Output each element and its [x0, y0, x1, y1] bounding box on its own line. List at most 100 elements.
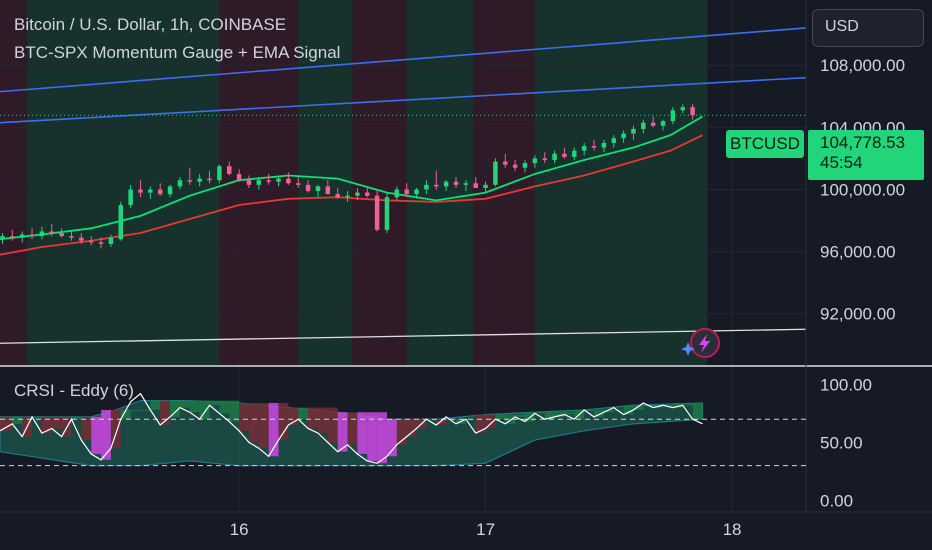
- price-tick-label-4: 92,000.00: [820, 305, 896, 324]
- crsi-strip-33: [327, 407, 338, 443]
- crsi-strip-14: [140, 409, 151, 411]
- candle-body-60: [591, 146, 597, 148]
- candle-body-20: [197, 178, 202, 182]
- candle-body-55: [542, 158, 547, 160]
- crsi-strip-21: [209, 400, 220, 406]
- candle-body-8: [79, 237, 84, 241]
- currency-button[interactable]: USD: [812, 9, 924, 47]
- price-tick-label-3: 96,000.00: [820, 243, 896, 262]
- candle-body-40: [394, 189, 400, 198]
- candle-body-38: [374, 195, 380, 230]
- crsi-strip-8: [81, 416, 92, 441]
- candle-body-3: [29, 234, 35, 237]
- candle-body-42: [414, 189, 419, 195]
- candle-body-34: [335, 194, 340, 198]
- crsi-strip-67: [663, 405, 673, 407]
- crsi-title[interactable]: CRSI - Eddy (6): [14, 381, 134, 400]
- crsi-strip-18: [179, 400, 190, 408]
- channel-upper-line: [0, 27, 807, 93]
- candle-body-65: [641, 122, 646, 129]
- candle-body-64: [631, 128, 636, 134]
- candle-body-39: [384, 197, 390, 230]
- crsi-strip-61: [603, 409, 614, 413]
- crsi-strip-3: [32, 416, 42, 418]
- candle-body-25: [246, 180, 252, 185]
- candle-body-33: [325, 186, 331, 195]
- crsi-strip-31: [308, 407, 318, 429]
- candle-body-62: [611, 138, 616, 143]
- crsi-tick-label-2: 0.00: [820, 491, 853, 510]
- ema-fast-line: [0, 115, 703, 241]
- candle-body-15: [148, 189, 153, 193]
- crsi-strip-39: [386, 419, 397, 457]
- signal-band-5: [406, 0, 474, 365]
- candle-body-13: [128, 189, 133, 206]
- indicator-title[interactable]: BTC-SPX Momentum Gauge + EMA Signal: [14, 43, 341, 62]
- candle-body-35: [345, 195, 350, 198]
- candle-body-54: [532, 158, 538, 164]
- crsi-strip-63: [623, 405, 634, 415]
- candle-body-43: [424, 184, 429, 190]
- candle-body-14: [138, 189, 143, 193]
- crsi-strip-50: [495, 414, 506, 420]
- crsi-strip-7: [71, 416, 82, 420]
- crsi-strip-20: [199, 400, 210, 420]
- symbol-title[interactable]: Bitcoin / U.S. Dollar, 1h, COINBASE: [14, 15, 287, 34]
- crsi-strip-9: [91, 416, 102, 454]
- currency-label: USD: [825, 18, 859, 35]
- crsi-strip-27: [268, 402, 279, 457]
- crsi-strip-44: [436, 419, 447, 425]
- time-tick-label-1: 17: [476, 520, 495, 539]
- candle-body-18: [177, 180, 183, 187]
- candle-body-30: [295, 183, 301, 185]
- candle-body-56: [552, 153, 557, 160]
- candle-body-47: [463, 183, 469, 185]
- signal-band-3: [298, 0, 353, 365]
- candle-body-51: [503, 161, 508, 165]
- candle-body-12: [118, 205, 124, 240]
- crsi-strip-52: [515, 414, 526, 417]
- crsi-strip-43: [426, 419, 437, 421]
- crsi-strip-56: [554, 412, 565, 417]
- candle-body-22: [217, 166, 222, 181]
- candle-body-52: [512, 164, 518, 168]
- last-price-value: 104,778.53: [820, 133, 906, 152]
- crsi-strip-16: [160, 400, 171, 425]
- symbol-badge: BTCUSD: [726, 130, 804, 158]
- candle-body-4: [39, 231, 45, 237]
- candle-body-1: [10, 236, 15, 238]
- candle-body-67: [660, 121, 666, 126]
- candle-body-36: [355, 192, 360, 196]
- candle-body-49: [483, 184, 488, 188]
- candle-body-23: [226, 166, 232, 174]
- candle-body-53: [522, 163, 528, 168]
- candle-body-57: [562, 153, 567, 157]
- support-line: [0, 328, 807, 344]
- crsi-strip-15: [150, 400, 161, 410]
- crsi-strip-40: [396, 419, 407, 445]
- crsi-line: [0, 392, 703, 464]
- crsi-strip-0: [0, 416, 13, 431]
- crsi-strip-26: [258, 402, 269, 449]
- crsi-strip-13: [130, 409, 141, 411]
- candle-body-5: [49, 231, 55, 233]
- lightning-bolt-icon: [699, 334, 710, 353]
- candle-body-9: [88, 240, 94, 243]
- candle-body-7: [69, 236, 74, 238]
- candle-body-16: [157, 189, 163, 195]
- crsi-strip-37: [367, 412, 378, 461]
- signal-band-1: [27, 0, 220, 365]
- crsi-strip-17: [170, 400, 180, 417]
- crsi-strip-29: [288, 407, 299, 425]
- crsi-strip-36: [357, 412, 368, 454]
- crsi-strip-68: [672, 402, 683, 408]
- crsi-strip-69: [682, 402, 693, 406]
- crsi-strip-11: [110, 409, 121, 449]
- candle-body-48: [473, 183, 478, 188]
- crsi-tick-label-0: 100.00: [820, 375, 872, 394]
- crsi-strip-23: [229, 400, 240, 422]
- crsi-strip-57: [564, 412, 575, 415]
- candle-body-70: [690, 107, 695, 116]
